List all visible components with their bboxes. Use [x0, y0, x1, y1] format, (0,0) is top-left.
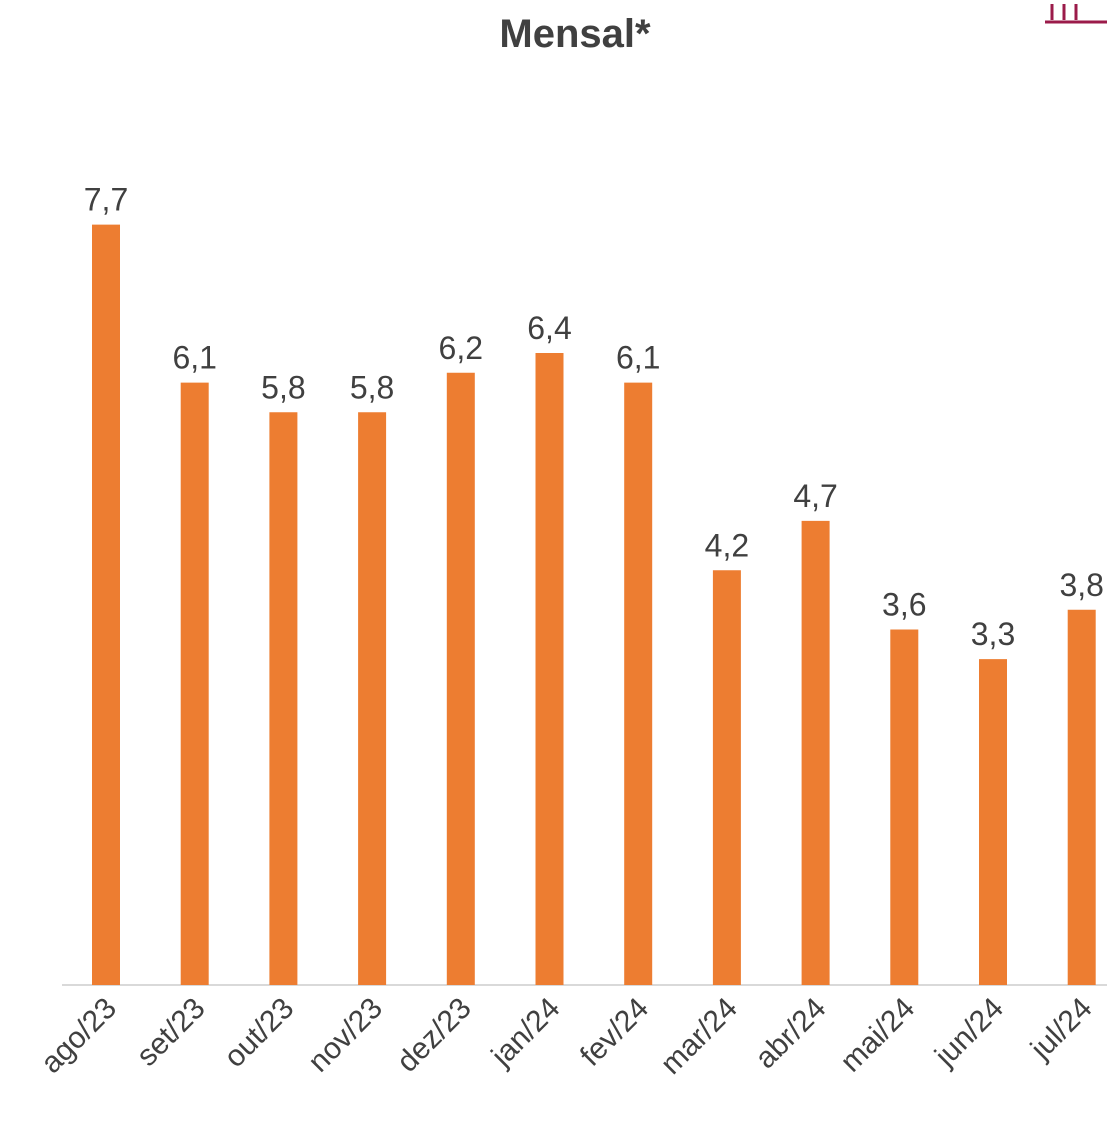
bar	[801, 520, 830, 985]
bar	[712, 570, 741, 985]
bar	[358, 412, 387, 985]
bar	[1067, 609, 1096, 985]
data-label: 6,1	[616, 340, 660, 376]
data-label: 3,8	[1059, 567, 1103, 603]
x-tick-label: out/23	[218, 992, 300, 1074]
x-tick-label: jul/24	[1024, 992, 1099, 1067]
x-tick-label: jun/24	[928, 992, 1010, 1074]
bar	[269, 412, 298, 985]
bar	[890, 629, 919, 985]
x-tick-label: mar/24	[654, 992, 743, 1081]
data-label: 6,4	[527, 310, 571, 346]
data-label: 5,8	[350, 369, 394, 405]
data-label: 6,2	[439, 330, 483, 366]
data-label: 4,2	[705, 527, 749, 563]
bar	[535, 353, 564, 985]
data-label: 3,3	[971, 616, 1015, 652]
x-tick-label: fev/24	[574, 992, 655, 1073]
bar	[979, 659, 1007, 985]
bar	[446, 372, 475, 985]
bar	[180, 382, 209, 985]
data-label: 3,6	[882, 587, 926, 623]
data-label: 6,1	[172, 340, 216, 376]
logo-icon	[1045, 4, 1107, 24]
data-label: 7,7	[84, 182, 128, 218]
bar	[92, 224, 120, 985]
x-tick-label: dez/23	[391, 992, 478, 1079]
x-tick-label: abr/24	[749, 992, 832, 1075]
x-tick-label: jan/24	[485, 992, 567, 1074]
data-label: 5,8	[261, 369, 305, 405]
chart-title: Mensal*	[499, 12, 651, 56]
x-tick-label: mai/24	[834, 992, 921, 1079]
bar	[624, 382, 653, 985]
x-tick-label: nov/23	[302, 992, 389, 1079]
data-label: 4,7	[793, 478, 837, 514]
x-tick-label: set/23	[131, 992, 212, 1073]
x-tick-label: ago/23	[35, 992, 123, 1080]
